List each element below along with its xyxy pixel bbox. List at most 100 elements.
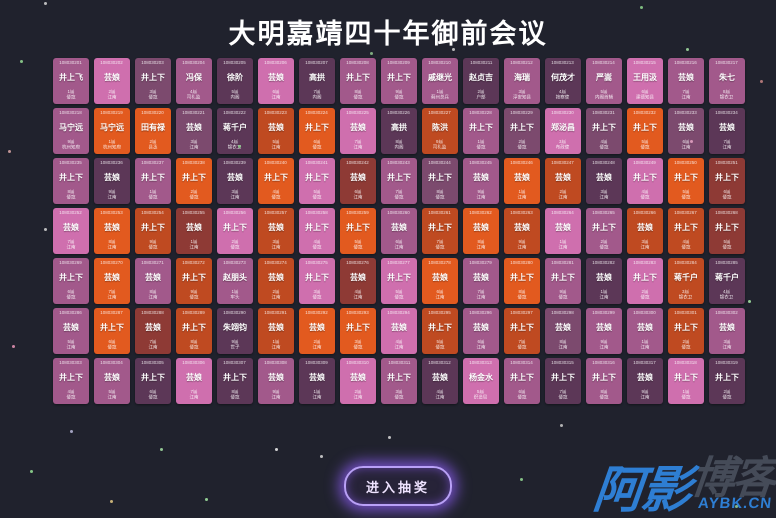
- participant-card[interactable]: 108030261 井上下 7届 倭寇: [422, 208, 458, 254]
- participant-card[interactable]: 108030242 芸娘 6届 江南: [340, 158, 376, 204]
- participant-card[interactable]: 108030203 井上下 3届 倭寇: [135, 58, 171, 104]
- participant-card[interactable]: 108030302 芸娘 3届 江南: [709, 308, 745, 354]
- participant-card[interactable]: 108030245 芸娘 9届 江南: [463, 158, 499, 204]
- participant-card[interactable]: 108030220 田有禄 2届 县丞: [135, 108, 171, 154]
- participant-card[interactable]: 108030309 芸娘 1届 江南: [299, 358, 335, 404]
- participant-card[interactable]: 108030229 井上下 2届 倭寇: [504, 108, 540, 154]
- participant-card[interactable]: 108030283 井上下 2届 倭寇: [627, 258, 663, 304]
- participant-card[interactable]: 108030311 井上下 3届 倭寇: [381, 358, 417, 404]
- participant-card[interactable]: 108030279 芸娘 7届 江南: [463, 258, 499, 304]
- participant-card[interactable]: 108030301 井上下 2届 倭寇: [668, 308, 704, 354]
- participant-card[interactable]: 108030219 马宁远 1届 杭州知府: [94, 108, 130, 154]
- participant-card[interactable]: 108030206 芸娘 6届 江南: [258, 58, 294, 104]
- participant-card[interactable]: 108030262 芸娘 8届 江南: [463, 208, 499, 254]
- participant-card[interactable]: 108030253 芸娘 8届 江南: [94, 208, 130, 254]
- participant-card[interactable]: 108030215 王用汲 6届 建德知县: [627, 58, 663, 104]
- participant-card[interactable]: 108030250 井上下 5届 倭寇: [668, 158, 704, 204]
- participant-card[interactable]: 108030268 井上下 5届 倭寇: [709, 208, 745, 254]
- participant-card[interactable]: 108030235 井上下 8届 倭寇: [53, 158, 89, 204]
- participant-card[interactable]: 108030295 井上下 5届 倭寇: [422, 308, 458, 354]
- participant-card[interactable]: 108030208 井上下 8届 倭寇: [340, 58, 376, 104]
- participant-card[interactable]: 108030218 马宁远 9届 杭州知府: [53, 108, 89, 154]
- participant-card[interactable]: 108030244 井上下 8届 倭寇: [422, 158, 458, 204]
- participant-card[interactable]: 108030222 蒋千户 4届 锦衣卫: [217, 108, 253, 154]
- participant-card[interactable]: 108030300 芸娘 1届 江南: [627, 308, 663, 354]
- participant-card[interactable]: 108030255 芸娘 1届 江南: [176, 208, 212, 254]
- participant-card[interactable]: 108030236 芸娘 9届 江南: [94, 158, 130, 204]
- participant-card[interactable]: 108030207 高拱 7届 内阁: [299, 58, 335, 104]
- participant-card[interactable]: 108030233 芸娘 6届 江南: [668, 108, 704, 154]
- participant-card[interactable]: 108030226 高拱 8届 内阁: [381, 108, 417, 154]
- participant-card[interactable]: 108030237 井上下 1届 倭寇: [135, 158, 171, 204]
- participant-card[interactable]: 108030258 井上下 4届 倭寇: [299, 208, 335, 254]
- participant-card[interactable]: 108030318 井上下 1届 倭寇: [668, 358, 704, 404]
- participant-card[interactable]: 108030202 芸娘 2届 江南: [94, 58, 130, 104]
- participant-card[interactable]: 108030205 徐阶 5届 内阁: [217, 58, 253, 104]
- participant-card[interactable]: 108030263 芸娘 9届 江南: [504, 208, 540, 254]
- participant-card[interactable]: 108030292 芸娘 2届 江南: [299, 308, 335, 354]
- participant-card[interactable]: 108030247 芸娘 2届 江南: [545, 158, 581, 204]
- participant-card[interactable]: 108030307 井上下 8届 倭寇: [217, 358, 253, 404]
- participant-card[interactable]: 108030225 芸娘 7届 江南: [340, 108, 376, 154]
- participant-card[interactable]: 108030214 严嵩 5届 内阁首辅: [586, 58, 622, 104]
- participant-card[interactable]: 108030276 芸娘 4届 江南: [340, 258, 376, 304]
- participant-card[interactable]: 108030243 井上下 7届 倭寇: [381, 158, 417, 204]
- participant-card[interactable]: 108030296 芸娘 6届 江南: [463, 308, 499, 354]
- participant-card[interactable]: 108030280 井上下 8届 倭寇: [504, 258, 540, 304]
- participant-card[interactable]: 108030270 芸娘 7届 江南: [94, 258, 130, 304]
- participant-card[interactable]: 108030210 戚继光 1届 蓟州总兵: [422, 58, 458, 104]
- participant-card[interactable]: 108030315 井上下 7届 倭寇: [545, 358, 581, 404]
- participant-card[interactable]: 108030305 井上下 6届 倭寇: [135, 358, 171, 404]
- participant-card[interactable]: 108030234 芸娘 7届 江南: [709, 108, 745, 154]
- participant-card[interactable]: 108030278 芸娘 6届 江南: [422, 258, 458, 304]
- participant-card[interactable]: 108030281 井上下 9届 倭寇: [545, 258, 581, 304]
- participant-card[interactable]: 108030264 芸娘 1届 江南: [545, 208, 581, 254]
- participant-card[interactable]: 108030319 井上下 2届 倭寇: [709, 358, 745, 404]
- participant-card[interactable]: 108030271 芸娘 8届 江南: [135, 258, 171, 304]
- participant-card[interactable]: 108030230 郑泌昌 3届 布政使: [545, 108, 581, 154]
- participant-card[interactable]: 108030209 井上下 9届 倭寇: [381, 58, 417, 104]
- participant-card[interactable]: 108030221 芸娘 3届 江南: [176, 108, 212, 154]
- participant-card[interactable]: 108030217 朱七 8届 锦衣卫: [709, 58, 745, 104]
- participant-card[interactable]: 108030240 井上下 4届 倭寇: [258, 158, 294, 204]
- participant-card[interactable]: 108030252 芸娘 7届 江南: [53, 208, 89, 254]
- participant-card[interactable]: 108030254 井上下 9届 倭寇: [135, 208, 171, 254]
- participant-card[interactable]: 108030232 井上下 5届 倭寇: [627, 108, 663, 154]
- participant-card[interactable]: 108030241 井上下 5届 倭寇: [299, 158, 335, 204]
- participant-card[interactable]: 108030298 芸娘 8届 江南: [545, 308, 581, 354]
- participant-card[interactable]: 108030282 芸娘 1届 江南: [586, 258, 622, 304]
- participant-card[interactable]: 108030273 赵朋头 1届 牢头: [217, 258, 253, 304]
- participant-card[interactable]: 108030259 井上下 5届 倭寇: [340, 208, 376, 254]
- participant-card[interactable]: 108030289 井上下 8届 倭寇: [176, 308, 212, 354]
- participant-card[interactable]: 108030256 井上下 2届 倭寇: [217, 208, 253, 254]
- participant-card[interactable]: 108030293 井上下 3届 倭寇: [340, 308, 376, 354]
- participant-card[interactable]: 108030201 井上飞 1届 倭寇: [53, 58, 89, 104]
- participant-card[interactable]: 108030212 海瑞 3届 淳安知县: [504, 58, 540, 104]
- participant-card[interactable]: 108030297 井上下 7届 倭寇: [504, 308, 540, 354]
- participant-card[interactable]: 108030284 蒋千户 3届 锦衣卫: [668, 258, 704, 304]
- participant-card[interactable]: 108030248 芸娘 3届 江南: [586, 158, 622, 204]
- participant-card[interactable]: 108030251 井上下 6届 倭寇: [709, 158, 745, 204]
- participant-card[interactable]: 108030317 芸娘 9届 江南: [627, 358, 663, 404]
- participant-card[interactable]: 108030288 芸娘 7届 江南: [135, 308, 171, 354]
- participant-card[interactable]: 108030272 井上下 9届 倭寇: [176, 258, 212, 304]
- participant-card[interactable]: 108030246 芸娘 1届 江南: [504, 158, 540, 204]
- participant-card[interactable]: 108030224 井上下 6届 倭寇: [299, 108, 335, 154]
- participant-card[interactable]: 108030308 芸娘 9届 江南: [258, 358, 294, 404]
- participant-card[interactable]: 108030238 井上下 2届 倭寇: [176, 158, 212, 204]
- participant-card[interactable]: 108030312 芸娘 4届 江南: [422, 358, 458, 404]
- participant-card[interactable]: 108030299 芸娘 9届 江南: [586, 308, 622, 354]
- participant-card[interactable]: 108030211 赵贞吉 2届 户部: [463, 58, 499, 104]
- participant-card[interactable]: 108030303 井上下 4届 倭寇: [53, 358, 89, 404]
- participant-card[interactable]: 108030213 何茂才 4届 按察使: [545, 58, 581, 104]
- participant-card[interactable]: 108030310 芸娘 2届 江南: [340, 358, 376, 404]
- participant-card[interactable]: 108030294 芸娘 4届 江南: [381, 308, 417, 354]
- participant-card[interactable]: 108030231 井上下 4届 倭寇: [586, 108, 622, 154]
- participant-card[interactable]: 108030266 芸娘 3届 江南: [627, 208, 663, 254]
- participant-card[interactable]: 108030257 芸娘 3届 江南: [258, 208, 294, 254]
- participant-card[interactable]: 108030216 芸娘 7届 江南: [668, 58, 704, 104]
- participant-card[interactable]: 108030249 井上下 4届 倭寇: [627, 158, 663, 204]
- participant-card[interactable]: 108030274 芸娘 2届 江南: [258, 258, 294, 304]
- participant-card[interactable]: 108030287 井上下 6届 倭寇: [94, 308, 130, 354]
- participant-card[interactable]: 108030304 芸娘 5届 江南: [94, 358, 130, 404]
